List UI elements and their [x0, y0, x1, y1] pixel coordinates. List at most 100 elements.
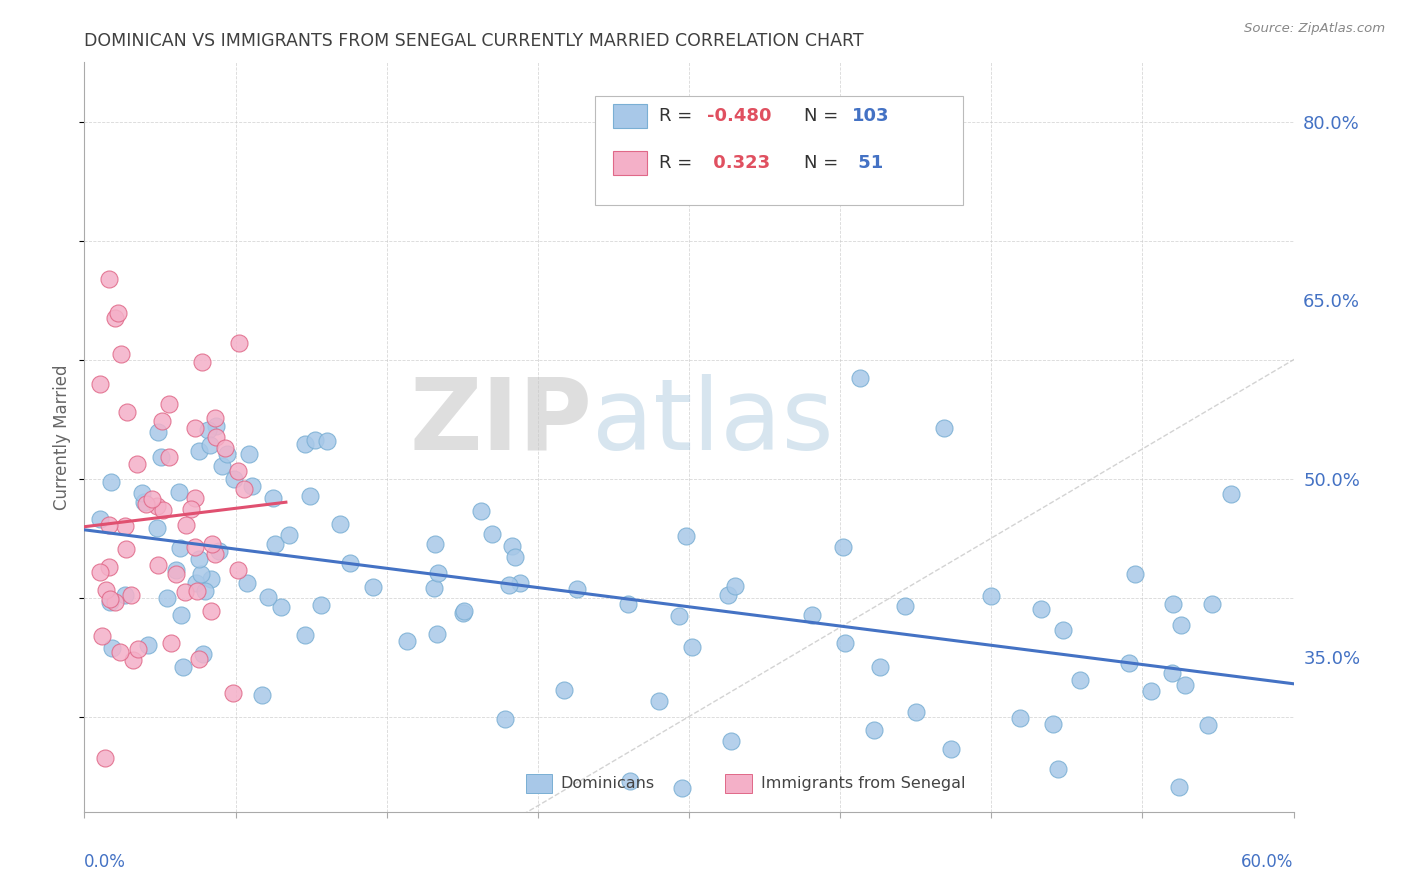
- Point: [152, 503, 174, 517]
- Point: [1160, 666, 1182, 681]
- Point: [257, 590, 280, 604]
- Point: [238, 447, 260, 461]
- Point: [222, 473, 245, 487]
- Point: [184, 575, 207, 590]
- Point: [184, 491, 207, 505]
- Point: [98, 560, 121, 574]
- Point: [188, 551, 211, 566]
- Point: [426, 566, 449, 581]
- Point: [101, 640, 124, 655]
- Point: [1118, 656, 1140, 670]
- Point: [423, 536, 446, 550]
- Point: [720, 733, 742, 747]
- Text: R =: R =: [659, 107, 692, 125]
- Point: [226, 463, 249, 477]
- Point: [509, 576, 531, 591]
- Point: [617, 597, 640, 611]
- Point: [120, 588, 142, 602]
- Point: [426, 627, 449, 641]
- Text: 103: 103: [852, 107, 890, 125]
- Point: [363, 580, 385, 594]
- Point: [187, 652, 209, 666]
- Text: N =: N =: [804, 107, 838, 125]
- Point: [204, 430, 226, 444]
- Point: [98, 592, 121, 607]
- Point: [869, 660, 891, 674]
- Point: [1174, 678, 1197, 692]
- Point: [97, 517, 120, 532]
- Point: [329, 516, 352, 531]
- Point: [250, 688, 273, 702]
- Bar: [526, 773, 553, 793]
- Point: [108, 645, 131, 659]
- Point: [136, 638, 159, 652]
- Point: [148, 425, 170, 439]
- Point: [157, 397, 180, 411]
- Point: [565, 582, 588, 596]
- Point: [104, 311, 127, 326]
- Point: [226, 563, 249, 577]
- Text: R =: R =: [659, 153, 692, 172]
- Point: [191, 355, 214, 369]
- Point: [939, 742, 962, 756]
- Point: [145, 521, 167, 535]
- Point: [1008, 711, 1031, 725]
- Point: [184, 540, 207, 554]
- Point: [932, 421, 955, 435]
- Point: [97, 272, 120, 286]
- Point: [494, 712, 516, 726]
- Text: atlas: atlas: [592, 374, 834, 471]
- Point: [186, 584, 208, 599]
- Point: [1042, 717, 1064, 731]
- Point: [451, 606, 474, 620]
- Point: [157, 450, 180, 464]
- Point: [236, 576, 259, 591]
- Point: [127, 641, 149, 656]
- Point: [801, 607, 824, 622]
- Text: -0.480: -0.480: [707, 107, 772, 125]
- Point: [904, 705, 927, 719]
- Point: [481, 527, 503, 541]
- Point: [183, 421, 205, 435]
- FancyBboxPatch shape: [595, 96, 963, 205]
- Y-axis label: Currently Married: Currently Married: [53, 364, 72, 510]
- Point: [135, 497, 157, 511]
- Point: [671, 780, 693, 795]
- Point: [1069, 673, 1091, 687]
- Text: 60.0%: 60.0%: [1241, 853, 1294, 871]
- Point: [200, 437, 222, 451]
- Point: [233, 482, 256, 496]
- Point: [894, 599, 917, 613]
- Point: [165, 563, 187, 577]
- Point: [167, 485, 190, 500]
- Point: [94, 583, 117, 598]
- Point: [150, 450, 173, 464]
- Point: [1029, 601, 1052, 615]
- Point: [264, 537, 287, 551]
- Point: [503, 549, 526, 564]
- Point: [103, 595, 125, 609]
- Point: [191, 647, 214, 661]
- Point: [93, 751, 115, 765]
- Point: [204, 419, 226, 434]
- Point: [165, 566, 187, 581]
- Point: [132, 494, 155, 508]
- Point: [169, 541, 191, 556]
- Text: Dominicans: Dominicans: [561, 776, 655, 790]
- Point: [863, 723, 886, 738]
- Point: [194, 584, 217, 599]
- Point: [127, 457, 149, 471]
- Point: [675, 528, 697, 542]
- Point: [1161, 597, 1184, 611]
- Point: [1123, 567, 1146, 582]
- Point: [315, 434, 337, 448]
- Point: [619, 774, 641, 789]
- Point: [150, 414, 173, 428]
- Point: [211, 458, 233, 473]
- Point: [122, 653, 145, 667]
- Point: [834, 636, 856, 650]
- Point: [553, 683, 575, 698]
- Text: N =: N =: [804, 153, 838, 172]
- Point: [190, 566, 212, 581]
- Bar: [725, 773, 752, 793]
